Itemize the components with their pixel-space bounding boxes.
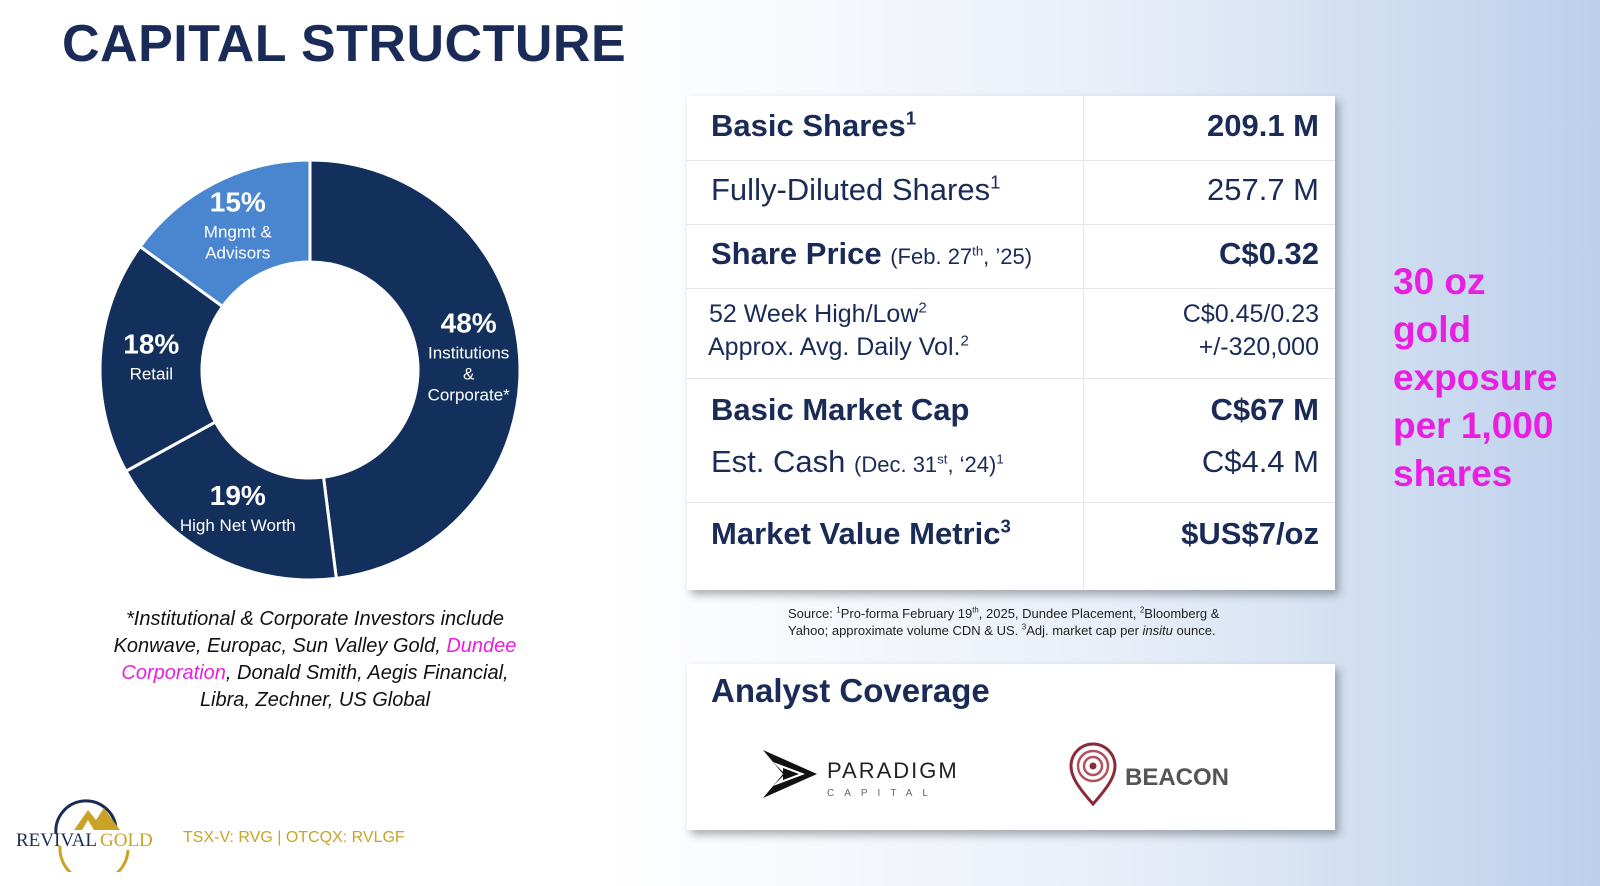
slice-percent-label: 19% <box>210 480 266 511</box>
svg-text:BEACON: BEACON <box>1125 764 1229 791</box>
basic-shares-value: 209.1 M <box>1206 108 1319 143</box>
avg-vol-label: Approx. Avg. Daily Vol.2 <box>708 332 969 361</box>
svg-text:REVIVAL: REVIVAL <box>16 830 97 851</box>
slice-category-label: Advisors <box>205 243 270 262</box>
beacon-logo: BEACON <box>1069 742 1229 807</box>
cash-value: C$4.4 M <box>1201 444 1319 479</box>
high-low-value: C$0.45/0.23 <box>1182 300 1319 328</box>
slice-category-label: & <box>463 365 475 384</box>
market-cap-value: C$67 M <box>1210 392 1319 427</box>
investors-note-text-end: , Donald Smith, Aegis Financial, Libra, … <box>199 662 509 711</box>
fd-shares-label: Fully-Diluted Shares1 <box>711 171 1001 207</box>
slice-category-label: Mngmt & <box>204 222 273 241</box>
row-share-price: Share Price (Feb. 27th, ’25) C$0.32 <box>687 224 1335 289</box>
analyst-coverage-title: Analyst Coverage <box>711 672 990 709</box>
source-footnote: Source: 1Pro-forma February 19th, 2025, … <box>788 605 1220 638</box>
slice-category-label: High Net Worth <box>180 516 296 535</box>
investors-footnote: *Institutional & Corporate Investors inc… <box>95 606 535 714</box>
basic-shares-label: Basic Shares1 <box>711 107 917 143</box>
paradigm-capital-logo: PARADIGM CAPITAL <box>763 750 959 799</box>
donut-slice <box>308 158 522 581</box>
donut-slice <box>138 158 312 309</box>
donut-slice <box>123 419 338 582</box>
cash-label: Est. Cash (Dec. 31st, ‘24)1 <box>711 444 1004 479</box>
column-divider <box>1083 96 1084 590</box>
share-price-value: C$0.32 <box>1219 236 1319 271</box>
gold-exposure-callout: 30 oz gold exposure per 1,000 shares <box>1393 258 1593 498</box>
svg-text:GOLD: GOLD <box>100 830 153 851</box>
slice-category-label: Corporate* <box>428 386 511 405</box>
row-market-value-metric: Market Value Metric3 $US$7/oz <box>687 502 1335 590</box>
slice-category-label: Institutions <box>428 344 509 363</box>
revival-gold-logo: REVIVAL GOLD <box>16 799 153 872</box>
capital-stats-table: Basic Shares1 209.1 M Fully-Diluted Shar… <box>687 96 1335 590</box>
svg-text:PARADIGM: PARADIGM <box>827 758 959 783</box>
slice-percent-label: 18% <box>123 329 179 360</box>
fd-shares-value: 257.7 M <box>1206 172 1319 207</box>
avg-vol-value: +/-320,000 <box>1198 333 1319 361</box>
slice-percent-label: 15% <box>210 186 266 217</box>
row-basic-shares: Basic Shares1 209.1 M <box>687 96 1335 161</box>
investors-note-text: *Institutional & Corporate Investors inc… <box>113 608 504 657</box>
row-fd-shares: Fully-Diluted Shares1 257.7 M <box>687 160 1335 225</box>
callout-line: 30 oz <box>1393 261 1486 302</box>
analyst-coverage-card: Analyst Coverage PARADIGM CAPITAL BEACON <box>687 664 1335 830</box>
svg-text:CAPITAL: CAPITAL <box>827 788 938 799</box>
share-price-label: Share Price (Feb. 27th, ’25) <box>711 236 1033 271</box>
high-low-label: 52 Week High/Low2 <box>709 299 927 328</box>
callout-line: exposure <box>1393 357 1558 398</box>
row-trading-stats: 52 Week High/Low2 Approx. Avg. Daily Vol… <box>687 288 1335 379</box>
mvm-value: $US$7/oz <box>1181 516 1319 551</box>
row-market-cap-cash: Basic Market Cap C$67 M Est. Cash (Dec. … <box>687 378 1335 503</box>
slice-percent-label: 48% <box>441 308 497 339</box>
callout-line: per 1,000 <box>1393 405 1554 446</box>
mvm-label: Market Value Metric3 <box>711 515 1011 551</box>
dundee-highlight: Dundee Corporation <box>121 635 517 684</box>
page-title: CAPITAL STRUCTURE <box>62 15 627 73</box>
slice-category-label: Retail <box>130 365 173 384</box>
callout-line: shares <box>1393 453 1513 494</box>
callout-line: gold <box>1393 309 1472 350</box>
donut-slice <box>98 244 225 474</box>
market-cap-label: Basic Market Cap <box>711 392 970 427</box>
ownership-donut-chart: 48% Institutions & Corporate* 19% High Net Wo… <box>98 158 522 582</box>
ticker-symbols: TSX-V: RVG | OTCQX: RVLGF <box>183 829 405 846</box>
